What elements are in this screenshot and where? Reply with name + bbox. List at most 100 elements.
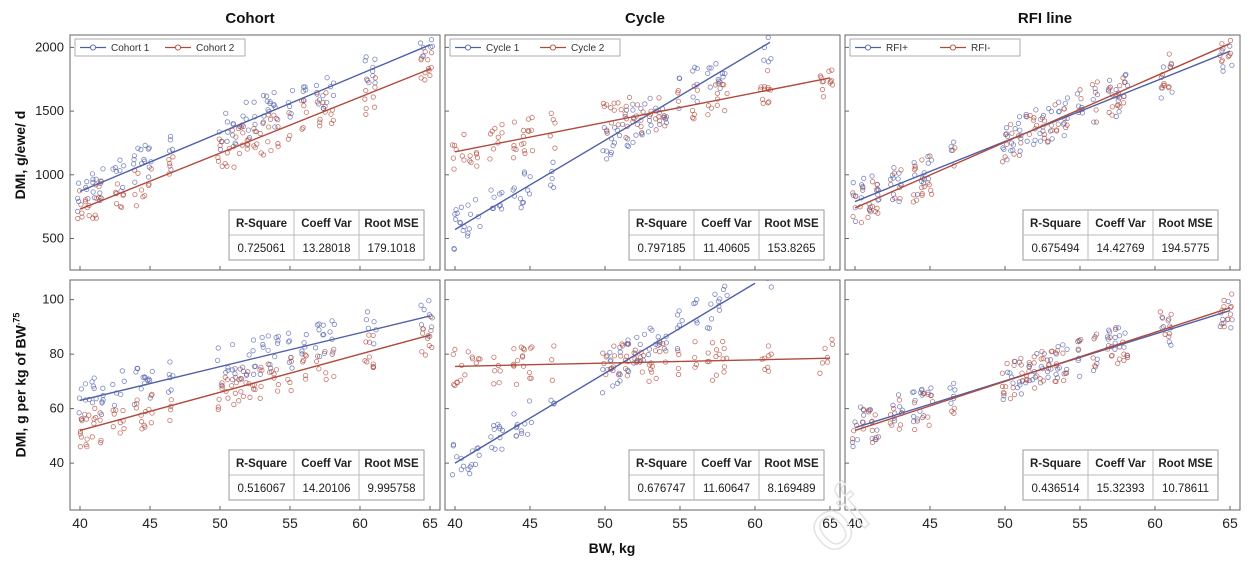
stats-value: 14.20106 — [303, 483, 351, 495]
data-point — [429, 315, 435, 321]
data-point — [867, 207, 873, 213]
data-point — [84, 436, 90, 442]
data-point — [1120, 75, 1126, 81]
chart-panel-cohort-top: 500 1000 1500 2000 Cohort 1 Cohort 2 R-Square 0… — [35, 34, 441, 271]
data-point — [236, 150, 243, 157]
data-point — [492, 446, 498, 452]
data-point — [1053, 378, 1059, 385]
stats-value: 0.725061 — [238, 243, 286, 255]
data-point — [267, 99, 273, 105]
stats-table: R-Square 0.675494 Coeff Var 14.42769 Root MS… — [1022, 209, 1219, 261]
data-point — [1227, 26, 1231, 30]
x-tick-label: 50 — [597, 515, 613, 531]
legend-box — [74, 38, 246, 57]
data-point — [364, 77, 371, 84]
data-point — [1117, 104, 1123, 110]
data-point — [113, 407, 119, 413]
data-point — [521, 140, 527, 146]
data-point — [925, 414, 931, 420]
data-point — [656, 114, 662, 120]
stats-table: R-Square 0.725061 Coeff Var 13.28018 Root MS… — [228, 209, 425, 261]
data-point — [1093, 107, 1099, 113]
data-point — [768, 284, 774, 290]
data-point — [275, 388, 281, 394]
data-point — [1061, 371, 1067, 377]
data-point — [528, 345, 534, 351]
data-point — [633, 132, 639, 138]
data-point — [1060, 121, 1066, 127]
data-point — [422, 352, 429, 358]
data-point — [663, 120, 669, 126]
data-point — [1166, 85, 1172, 91]
legend-label: RFI- — [971, 43, 990, 54]
data-point — [1228, 303, 1234, 310]
data-point — [850, 180, 856, 186]
data-point — [872, 412, 878, 418]
data-point — [491, 381, 497, 387]
data-point — [1092, 89, 1099, 95]
data-point — [371, 319, 377, 325]
data-point — [139, 426, 145, 432]
data-point — [674, 345, 681, 352]
data-point — [616, 372, 622, 378]
data-point — [314, 353, 321, 359]
data-point — [1121, 100, 1127, 106]
data-point — [611, 107, 617, 113]
data-point — [527, 375, 533, 381]
x-tick-label: 60 — [747, 515, 763, 531]
data-point — [634, 102, 640, 108]
data-point — [145, 377, 151, 383]
data-point — [260, 120, 266, 126]
data-point — [518, 428, 524, 434]
data-point — [238, 389, 244, 395]
data-point — [1034, 373, 1040, 379]
data-point — [313, 82, 320, 89]
data-point — [313, 358, 320, 365]
data-point — [79, 210, 85, 216]
data-point — [950, 147, 956, 153]
data-point — [146, 376, 152, 382]
stats-header: Coeff Var — [1095, 458, 1146, 470]
data-point — [1003, 125, 1010, 131]
data-point — [521, 148, 527, 154]
data-point — [610, 142, 616, 149]
data-point — [1007, 395, 1014, 402]
data-point — [712, 82, 719, 88]
data-point — [820, 94, 827, 100]
data-point — [458, 204, 464, 210]
data-point — [1094, 331, 1100, 337]
data-point — [219, 380, 225, 386]
data-point — [999, 383, 1006, 390]
data-point — [450, 443, 456, 449]
stats-header: R-Square — [1030, 218, 1081, 230]
stats-value: 0.797185 — [638, 243, 686, 255]
data-point — [329, 318, 335, 324]
data-point — [645, 352, 652, 358]
data-point — [232, 366, 238, 372]
data-point — [421, 307, 427, 313]
stats-value: 13.28018 — [303, 243, 351, 255]
data-point — [119, 368, 125, 374]
data-point — [639, 130, 645, 136]
data-point — [166, 156, 172, 163]
data-point — [285, 339, 292, 345]
data-point — [218, 382, 224, 388]
legend-label: Cohort 1 — [111, 43, 150, 54]
data-point — [250, 371, 257, 377]
data-point — [82, 199, 89, 205]
data-point — [1031, 141, 1037, 147]
data-point — [919, 184, 925, 191]
data-point — [148, 392, 154, 398]
data-point — [314, 322, 321, 328]
data-point — [324, 75, 330, 81]
data-point — [859, 182, 865, 188]
data-point — [300, 125, 306, 131]
data-point — [117, 430, 123, 436]
data-point — [299, 351, 305, 357]
data-point — [622, 111, 628, 117]
data-point — [96, 183, 102, 190]
data-point — [622, 365, 629, 372]
data-point — [858, 219, 865, 226]
data-point — [1031, 354, 1037, 360]
data-point — [1011, 391, 1018, 398]
